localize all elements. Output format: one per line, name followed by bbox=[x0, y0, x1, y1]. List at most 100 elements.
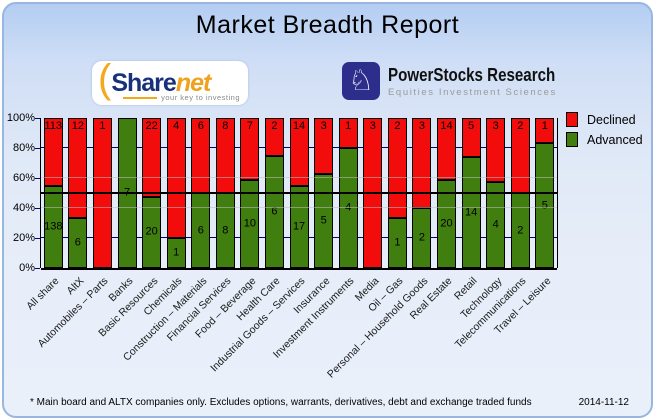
bar-health-care-declined: 2 bbox=[264, 118, 284, 156]
advanced-count: 5 bbox=[320, 214, 327, 227]
advanced-count: 1 bbox=[173, 246, 180, 259]
bar-industrial-goods-services-advanced: 17 bbox=[289, 185, 309, 268]
bar-chemicals-advanced: 1 bbox=[166, 238, 186, 268]
bar-insurance-advanced: 5 bbox=[314, 174, 334, 268]
y-tick-label-0: 0% bbox=[19, 262, 35, 274]
y-tick-mark-100 bbox=[35, 118, 40, 119]
y-tick-mark-0 bbox=[35, 268, 40, 269]
bar-travel-leisure-advanced: 5 bbox=[535, 143, 555, 268]
declined-count: 12 bbox=[71, 120, 84, 132]
declined-count: 14 bbox=[440, 120, 453, 132]
bar-construction-materials-advanced: 6 bbox=[191, 193, 211, 268]
legend-item-declined: Declined bbox=[566, 112, 643, 127]
y-tick-mark-60 bbox=[35, 178, 40, 179]
bar-retail-advanced: 14 bbox=[461, 157, 481, 268]
advanced-count: 1 bbox=[394, 236, 401, 249]
bar-chemicals-declined: 4 bbox=[166, 118, 186, 238]
bar-insurance-declined: 3 bbox=[314, 118, 334, 175]
declined-count: 5 bbox=[468, 120, 475, 132]
y-axis-line bbox=[40, 118, 41, 268]
bar-slot-retail: 5 14 bbox=[459, 118, 484, 268]
advanced-count: 14 bbox=[464, 206, 478, 219]
bar-oil-gas-advanced: 1 bbox=[387, 218, 407, 268]
bar-industrial-goods-services: 14 17 bbox=[289, 118, 309, 268]
powerstocks-logo: ♘ PowerStocks Research Equities Investme… bbox=[342, 62, 587, 100]
page-title: Market Breadth Report bbox=[195, 11, 460, 39]
bar-food-beverage-declined: 7 bbox=[240, 118, 260, 180]
sharenet-wordmark-share: Share bbox=[111, 68, 176, 97]
advanced-count: 4 bbox=[492, 218, 499, 231]
y-tick-label-40: 40% bbox=[12, 202, 35, 214]
declined-count: 113 bbox=[44, 120, 63, 132]
market-breadth-chart: 1131381261722204166887102614173514321321… bbox=[4, 4, 651, 416]
powerstocks-text: PowerStocks Research Equities Investment… bbox=[388, 65, 587, 98]
bar-retail-declined: 5 bbox=[461, 118, 481, 158]
gridline-40 bbox=[41, 207, 557, 208]
bar-telecommunications-declined: 2 bbox=[510, 118, 530, 193]
bar-health-care-advanced: 6 bbox=[264, 155, 284, 268]
advanced-count: 20 bbox=[440, 217, 453, 230]
sharenet-logo: ( Share net your key to investing bbox=[92, 57, 248, 105]
bar-slot-industrial-goods-services: 14 17 bbox=[287, 118, 312, 268]
bar-slot-all-share: 113 138 bbox=[41, 118, 66, 268]
declined-count: 1 bbox=[99, 120, 106, 132]
declined-count: 4 bbox=[173, 120, 180, 132]
knight-chess-icon: ♘ bbox=[342, 62, 380, 100]
powerstocks-subtitle: Equities Investment Sciences bbox=[388, 86, 557, 98]
declined-count: 2 bbox=[271, 120, 278, 132]
advanced-count: 17 bbox=[292, 220, 306, 233]
bar-altx-advanced: 6 bbox=[68, 218, 88, 268]
declined-count: 3 bbox=[369, 120, 376, 132]
bar-real-estate: 14 20 bbox=[437, 118, 457, 268]
advanced-count: 5 bbox=[541, 199, 548, 211]
y-tick-mark-80 bbox=[35, 148, 40, 149]
legend-label: Advanced bbox=[587, 132, 643, 147]
bar-real-estate-advanced: 20 bbox=[437, 179, 457, 268]
declined-count: 7 bbox=[246, 120, 253, 132]
bar-all-share-advanced: 138 bbox=[43, 185, 63, 268]
bar-investment-instruments-declined: 1 bbox=[338, 118, 358, 148]
bar-food-beverage-advanced: 10 bbox=[240, 179, 260, 268]
advanced-count: 10 bbox=[243, 217, 257, 230]
footer-note: * Main board and ALTX companies only. Ex… bbox=[30, 397, 532, 408]
bar-slot-basic-resources: 22 20 bbox=[139, 118, 164, 268]
bar-food-beverage: 7 10 bbox=[240, 118, 260, 268]
bar-all-share: 113 138 bbox=[43, 118, 63, 268]
sharenet-tagline: your key to investing bbox=[161, 93, 240, 102]
advanced-count: 6 bbox=[74, 236, 81, 249]
bar-investment-instruments-advanced: 4 bbox=[338, 148, 358, 268]
bar-oil-gas-declined: 2 bbox=[387, 118, 407, 218]
declined-count: 3 bbox=[320, 120, 327, 132]
sharenet-wordmark-net: net bbox=[175, 68, 211, 97]
y-tick-label-20: 20% bbox=[12, 232, 35, 244]
advanced-count: 6 bbox=[271, 205, 278, 218]
bar-personal-household-goods-declined: 3 bbox=[412, 118, 432, 208]
bar-industrial-goods-services-declined: 14 bbox=[289, 118, 309, 186]
bar-slot-food-beverage: 7 10 bbox=[238, 118, 263, 268]
x-axis-line bbox=[41, 268, 557, 270]
sharenet-tagline-row: your key to investing bbox=[123, 93, 240, 102]
powerstocks-name: PowerStocks Research bbox=[388, 64, 556, 85]
bar-financial-services-declined: 8 bbox=[215, 118, 235, 193]
footer-date: 2014-11-12 bbox=[578, 397, 629, 408]
declined-count: 2 bbox=[517, 120, 524, 132]
advanced-count: 6 bbox=[197, 224, 204, 236]
y-tick-label-60: 60% bbox=[12, 172, 35, 184]
declined-count: 1 bbox=[541, 120, 548, 132]
sharenet-swoosh-icon: ( bbox=[98, 57, 112, 101]
declined-count: 14 bbox=[292, 120, 306, 132]
y-tick-mark-20 bbox=[35, 238, 40, 239]
bar-basic-resources-advanced: 20 bbox=[142, 196, 162, 268]
